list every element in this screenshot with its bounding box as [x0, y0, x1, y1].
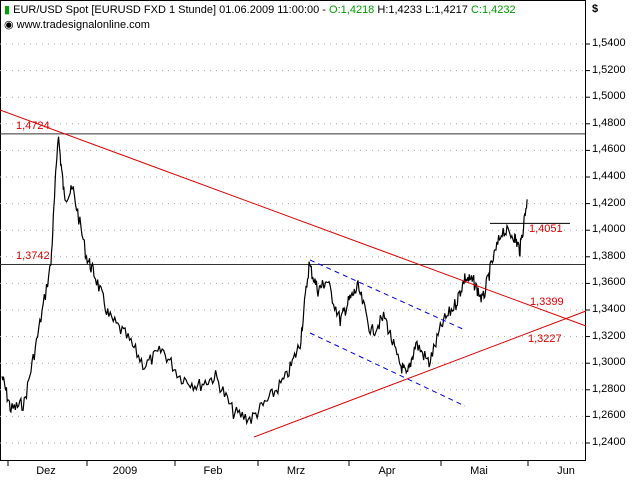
- y-tick-label: 1,5200: [592, 63, 626, 76]
- y-tick-label: 1,3600: [592, 276, 626, 289]
- level-label: 1,3227: [528, 333, 562, 345]
- chart-header: ▮ EUR/USD Spot [EURUSD FXD 1 Stunde] 01.…: [4, 3, 516, 16]
- close-value: C:1,4232: [470, 4, 516, 16]
- source-text: www.tradesignalonline.com: [16, 19, 150, 31]
- uptrend-line: [253, 310, 587, 438]
- open-value: O:1,4218: [329, 4, 375, 16]
- channel-lower-line: [309, 332, 466, 407]
- y-tick-label: 1,5400: [592, 37, 626, 49]
- y-tick-label: 1,5000: [592, 90, 626, 103]
- currency-label: $: [592, 3, 599, 15]
- y-tick-label: 1,2800: [592, 382, 626, 395]
- y-tick-label: 1,3000: [592, 356, 626, 369]
- x-tick-label: Jun: [557, 465, 575, 477]
- bar-icon: ▮: [4, 4, 11, 16]
- x-tick-label: Apr: [378, 465, 396, 477]
- channel-upper-line: [309, 259, 466, 331]
- low-value: L:1,4217: [425, 4, 468, 16]
- level-label: 1,3399: [530, 296, 564, 308]
- y-tick-label: 1,4000: [592, 223, 626, 236]
- y-tick-label: 1,3400: [592, 303, 626, 315]
- symbol-title: EUR/USD Spot [EURUSD FXD 1 Stunde] 01.06…: [13, 4, 326, 16]
- level-label: 1,4724: [16, 120, 50, 132]
- x-tick-label: Mrz: [286, 465, 306, 477]
- x-tick-label: Mai: [470, 465, 488, 477]
- level-label: 1,3742: [16, 250, 50, 262]
- x-tick-label: Feb: [203, 465, 223, 477]
- x-tick-label: 2009: [112, 465, 138, 477]
- x-tick-label: Dez: [36, 465, 56, 477]
- level-label: 1,4051: [529, 223, 563, 235]
- y-tick-label: 1,4600: [592, 143, 626, 156]
- y-tick-label: 1,3800: [592, 249, 626, 262]
- y-tick-label: 1,2600: [592, 409, 626, 422]
- y-tick-label: 1,3200: [592, 329, 626, 342]
- downtrend-line: [0, 109, 587, 327]
- price-line: [1, 136, 528, 426]
- y-tick-label: 1,4400: [592, 170, 626, 182]
- y-tick-label: 1,4800: [592, 116, 626, 129]
- y-tick-label: 1,4200: [592, 196, 626, 209]
- high-value: H:1,4233: [377, 4, 423, 16]
- source-link[interactable]: ◉ www.tradesignalonline.com: [4, 19, 150, 31]
- y-tick-label: 1,2400: [592, 436, 626, 448]
